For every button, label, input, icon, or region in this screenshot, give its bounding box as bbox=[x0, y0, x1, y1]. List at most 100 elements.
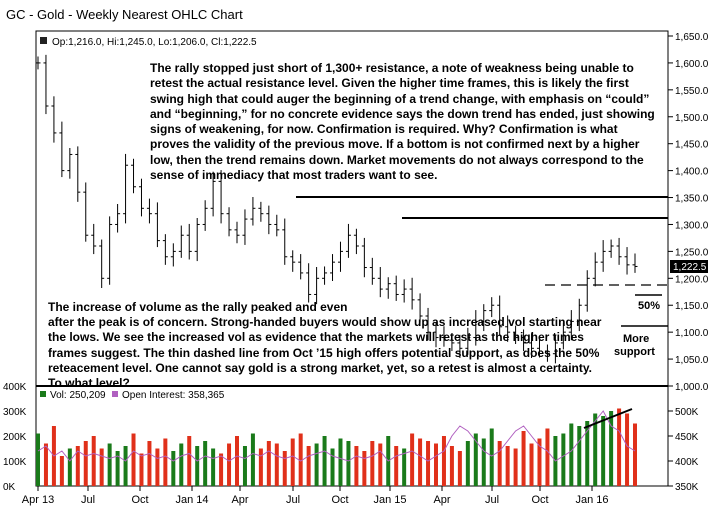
price-tick-label: 1,000.0 bbox=[675, 382, 709, 393]
volume-bar bbox=[179, 443, 184, 486]
volume-tick-label: 300K bbox=[3, 407, 27, 418]
volume-bar bbox=[211, 448, 216, 486]
last-price-label: 1,222.5 bbox=[673, 262, 707, 273]
volume-bar bbox=[465, 441, 470, 486]
volume-bar bbox=[83, 441, 88, 486]
more-support-label-1: More bbox=[623, 333, 649, 345]
oi-axis: 500K 450K 400K 350K bbox=[668, 407, 699, 493]
price-tick-label: 1,200.0 bbox=[675, 274, 709, 285]
oi-legend: Open Interest: 358,365 bbox=[122, 390, 225, 401]
volume-bar bbox=[529, 443, 534, 486]
volume-bar bbox=[43, 443, 48, 486]
x-tick-label: Jul bbox=[286, 494, 300, 506]
volume-bar bbox=[585, 421, 590, 486]
x-tick-label: Jan 16 bbox=[575, 494, 608, 506]
volume-bar bbox=[378, 443, 383, 486]
price-axis: 1,650.0 1,600.0 1,550.0 1,500.0 1,450.0 1,400… bbox=[668, 32, 709, 393]
volume-bar bbox=[314, 443, 319, 486]
volume-bar bbox=[115, 451, 120, 486]
volume-bar bbox=[171, 451, 176, 486]
volume-bar bbox=[617, 408, 622, 486]
oi-tick-label: 500K bbox=[675, 407, 699, 418]
volume-bar bbox=[123, 446, 128, 486]
volume-bar bbox=[282, 451, 287, 486]
volume-bar bbox=[410, 433, 415, 486]
volume-bar bbox=[266, 441, 271, 486]
oi-tick-label: 350K bbox=[675, 482, 699, 493]
x-tick-label: Oct bbox=[531, 494, 548, 506]
x-tick-label: Apr bbox=[231, 494, 248, 506]
ohlc-legend: Op:1,216.0, Hi:1,245.0, Lo:1,206.0, Cl:1… bbox=[52, 37, 257, 48]
volume-bar bbox=[338, 438, 343, 486]
x-tick-label: Oct bbox=[131, 494, 148, 506]
volume-bar bbox=[577, 426, 582, 486]
volume-bar bbox=[426, 441, 431, 486]
x-tick-label: Jul bbox=[485, 494, 499, 506]
x-tick-label: Jan 15 bbox=[373, 494, 406, 506]
price-tick-label: 1,600.0 bbox=[675, 59, 709, 70]
oi-tick-label: 450K bbox=[675, 432, 699, 443]
fifty-pct-label: 50% bbox=[638, 300, 660, 312]
volume-bar bbox=[139, 453, 144, 486]
x-tick-label: Jul bbox=[81, 494, 95, 506]
volume-bar bbox=[36, 433, 40, 486]
volume-bar bbox=[545, 428, 550, 486]
ohlc-legend-marker bbox=[40, 37, 47, 44]
volume-bar bbox=[250, 433, 255, 486]
volume-bar bbox=[330, 448, 335, 486]
price-tick-label: 1,650.0 bbox=[675, 32, 709, 43]
volume-bar bbox=[306, 446, 311, 486]
volume-bar bbox=[505, 446, 510, 486]
volume-bar bbox=[354, 446, 359, 486]
bottom-commentary-line1: The increase of volume as the rally peak… bbox=[48, 300, 348, 314]
volume-bar bbox=[75, 446, 80, 486]
price-tick-label: 1,450.0 bbox=[675, 140, 709, 151]
x-tick-label: Apr 13 bbox=[22, 494, 54, 506]
volume-bar bbox=[258, 448, 263, 486]
volume-tick-label: 100K bbox=[3, 457, 27, 468]
volume-bar bbox=[402, 448, 407, 486]
x-tick-label: Oct bbox=[331, 494, 348, 506]
volume-bar bbox=[187, 436, 192, 486]
volume-bar bbox=[434, 443, 438, 486]
volume-bar bbox=[59, 456, 64, 486]
volume-bar bbox=[99, 448, 104, 486]
volume-bar bbox=[298, 433, 303, 486]
volume-bar bbox=[513, 448, 518, 486]
x-tick-label: Jan 14 bbox=[175, 494, 208, 506]
volume-tick-label: 200K bbox=[3, 432, 27, 443]
more-support-label-2: support bbox=[614, 346, 655, 358]
price-tick-label: 1,050.0 bbox=[675, 355, 709, 366]
volume-bar bbox=[274, 443, 279, 486]
volume-bar bbox=[561, 433, 566, 486]
volume-bar bbox=[593, 413, 598, 486]
vol-legend-marker bbox=[40, 391, 46, 397]
price-tick-label: 1,100.0 bbox=[675, 328, 709, 339]
vol-legend: Vol: 250,209 bbox=[50, 390, 106, 401]
volume-bar bbox=[346, 441, 351, 486]
x-axis: Apr 13 Jul Oct Jan 14 Apr Jul Oct Jan 15 Apr Jul O… bbox=[22, 486, 609, 506]
bottom-commentary: after the peak is of concern. Strong-han… bbox=[48, 315, 602, 391]
volume-bar bbox=[91, 436, 96, 486]
volume-bar bbox=[219, 453, 224, 486]
volume-bar bbox=[163, 438, 168, 486]
price-tick-label: 1,400.0 bbox=[675, 167, 709, 178]
volume-bar bbox=[601, 416, 606, 486]
volume-axis: 400K 300K 200K 100K 0K bbox=[3, 382, 27, 493]
volume-bar bbox=[633, 423, 637, 486]
volume-bar bbox=[155, 448, 160, 486]
volume-bar bbox=[394, 446, 399, 486]
price-tick-label: 1,300.0 bbox=[675, 220, 709, 231]
oi-tick-label: 400K bbox=[675, 457, 699, 468]
volume-bar bbox=[290, 438, 295, 486]
volume-trend-line bbox=[583, 408, 633, 429]
volume-bar bbox=[537, 438, 542, 486]
volume-bar bbox=[497, 441, 502, 486]
price-tick-label: 1,350.0 bbox=[675, 194, 709, 205]
oi-legend-marker bbox=[112, 391, 118, 397]
volume-bar bbox=[235, 436, 239, 486]
volume-bar bbox=[67, 448, 72, 486]
volume-bar bbox=[441, 436, 446, 486]
price-tick-label: 1,250.0 bbox=[675, 247, 709, 258]
